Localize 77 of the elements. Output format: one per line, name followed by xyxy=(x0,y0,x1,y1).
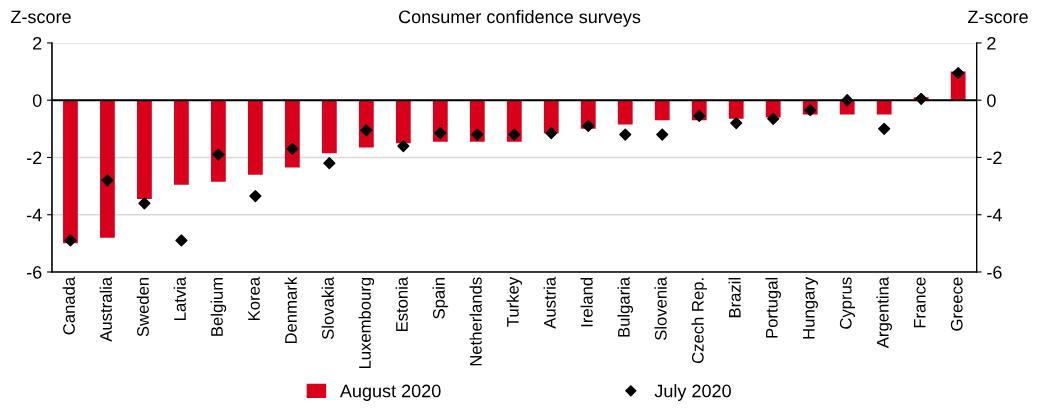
x-tick-label: Latvia xyxy=(173,276,186,320)
bar xyxy=(174,100,189,185)
x-tick-label: Korea xyxy=(248,276,260,320)
bar xyxy=(728,100,744,119)
y2-tick-label: -2 xyxy=(987,151,1002,165)
x-tick-label: Luxembourg xyxy=(358,277,375,369)
y2-axis-title: Z-score xyxy=(967,10,1028,24)
point xyxy=(212,148,225,161)
bar xyxy=(876,100,892,115)
x-tick-label: Australia xyxy=(99,276,112,342)
y2-tick-label: 0 xyxy=(987,94,996,107)
y2-tick-label: -4 xyxy=(987,208,1002,222)
x-tick-label: Austria xyxy=(543,276,556,329)
bar xyxy=(284,100,300,168)
point xyxy=(878,122,891,135)
bar xyxy=(395,100,411,144)
x-tick-label: France xyxy=(914,277,926,328)
x-tick-label: Portugal xyxy=(765,277,781,338)
point xyxy=(101,174,114,187)
bar xyxy=(617,100,633,125)
point xyxy=(767,112,780,125)
point xyxy=(434,127,447,140)
x-tick-label: Canada xyxy=(62,276,75,335)
legend-label: July 2020 xyxy=(654,384,731,401)
point xyxy=(841,94,854,107)
x-tick-label: Hungary xyxy=(803,276,818,339)
point xyxy=(656,128,669,141)
bar xyxy=(100,100,115,238)
point xyxy=(471,128,484,141)
y-tick-label: 0 xyxy=(32,94,42,107)
x-tick-label: Bulgaria xyxy=(617,276,634,337)
x-tick-label: Belgium xyxy=(210,277,227,336)
x-tick-label: Slovenia xyxy=(654,276,667,341)
bar xyxy=(654,100,670,121)
bar xyxy=(247,100,263,175)
y-axis-title: Z-score xyxy=(10,10,71,24)
x-tick-label: Argentina xyxy=(876,276,892,349)
point xyxy=(545,127,558,140)
x-tick-label: Sweden xyxy=(136,277,149,337)
y-tick-label: 2 xyxy=(33,36,42,50)
point xyxy=(138,197,151,210)
point xyxy=(323,157,336,170)
x-tick-label: Ireland xyxy=(580,277,593,327)
y-tick-label: -4 xyxy=(26,208,42,222)
bar xyxy=(63,100,78,244)
x-tick-label: Denmark xyxy=(284,276,297,344)
bar xyxy=(211,100,226,182)
y-tick-label: -6 xyxy=(26,265,42,279)
x-tick-label: Turkey xyxy=(506,276,523,327)
chart-title: Consumer confidence surveys xyxy=(398,9,641,27)
point xyxy=(730,117,743,130)
x-tick-label: Czech Rep. xyxy=(691,278,708,364)
y-tick-label: -2 xyxy=(26,151,42,165)
y2-tick-label: -6 xyxy=(987,265,1002,279)
point xyxy=(952,66,965,80)
y2-tick-label: 2 xyxy=(987,36,996,50)
point xyxy=(915,92,928,105)
point xyxy=(249,190,262,203)
point xyxy=(397,139,410,153)
x-tick-label: Slovakia xyxy=(321,276,334,340)
x-tick-label: Greece xyxy=(950,277,963,331)
x-tick-label: Cyprus xyxy=(839,277,855,329)
point xyxy=(286,142,299,155)
point xyxy=(619,128,632,141)
x-tick-label: Brazil xyxy=(728,277,741,318)
bar xyxy=(137,100,152,199)
bar xyxy=(321,100,337,154)
point xyxy=(64,234,77,247)
point xyxy=(175,234,188,247)
x-tick-label: Spain xyxy=(432,277,449,319)
x-tick-label: Estonia xyxy=(395,276,408,332)
point xyxy=(508,128,521,141)
bar xyxy=(543,100,559,134)
x-tick-label: Netherlands xyxy=(469,277,482,366)
legend-label: August 2020 xyxy=(339,384,441,401)
point xyxy=(804,104,817,117)
point xyxy=(582,119,595,133)
